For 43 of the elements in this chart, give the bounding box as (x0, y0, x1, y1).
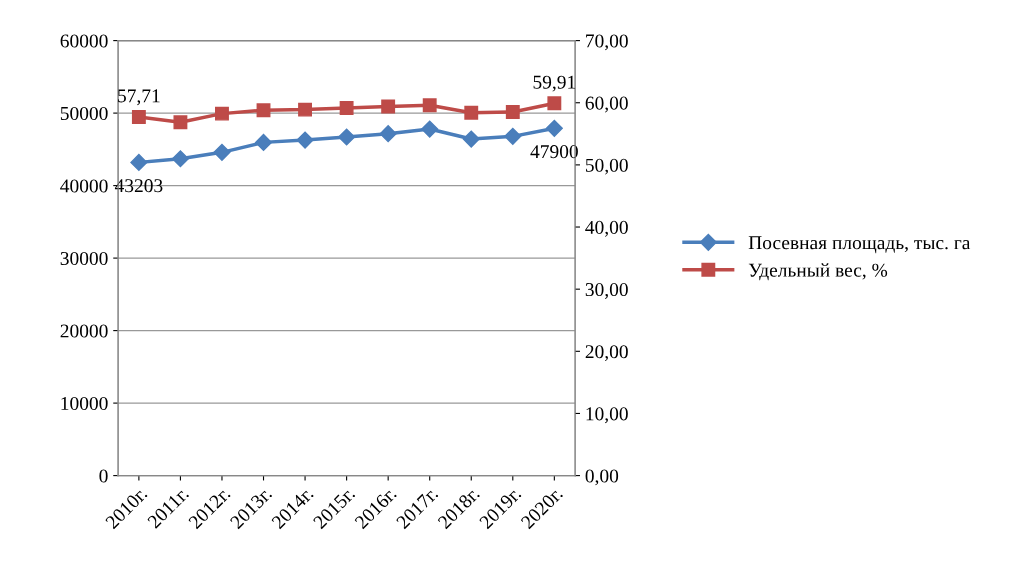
point (421, 120, 439, 138)
point (422, 98, 437, 113)
point (545, 119, 563, 137)
point (298, 102, 313, 117)
y2-tick-label: 20,00 (585, 345, 628, 362)
point (505, 105, 520, 120)
y-tick-label: 20000 (60, 324, 108, 338)
y-tick-label: 10000 (61, 396, 108, 411)
point (131, 110, 146, 124)
y2-tick-label: 70,00 (586, 34, 628, 51)
y-tick-label: 40000 (60, 179, 108, 193)
data-label: 43203 (114, 179, 163, 193)
y2-tick-label: 40,00 (585, 220, 628, 237)
y2-tick-label: 60,00 (585, 96, 628, 113)
point (464, 105, 479, 120)
point (504, 127, 522, 145)
legend-label: Удельный вес, % (748, 263, 888, 281)
legend-label: Посевная площадь, тыс. га (748, 236, 971, 254)
data-label: 47900 (530, 145, 578, 159)
data-label: 59,91 (533, 75, 576, 92)
y-tick-label: 30000 (60, 251, 108, 266)
point (381, 99, 396, 114)
y2-tick-label: 30,00 (585, 282, 628, 299)
point (130, 153, 148, 171)
point (213, 143, 231, 161)
y2-tick-label: 10,00 (586, 407, 628, 424)
point (254, 133, 273, 151)
y2-tick-label: 0,00 (585, 469, 619, 486)
y-tick-label: 50000 (60, 106, 108, 121)
y2-tick-label: 50,00 (585, 158, 628, 175)
point (547, 96, 562, 111)
point (173, 115, 188, 130)
point (462, 130, 480, 148)
y-tick-label: 60000 (60, 34, 108, 48)
point (171, 150, 189, 168)
point (296, 131, 314, 149)
point (338, 128, 356, 146)
point (339, 101, 354, 115)
data-label: 57,71 (118, 89, 160, 106)
point (379, 125, 397, 143)
point (215, 106, 229, 121)
y-tick-label: 0 (99, 469, 108, 483)
point (256, 103, 271, 118)
